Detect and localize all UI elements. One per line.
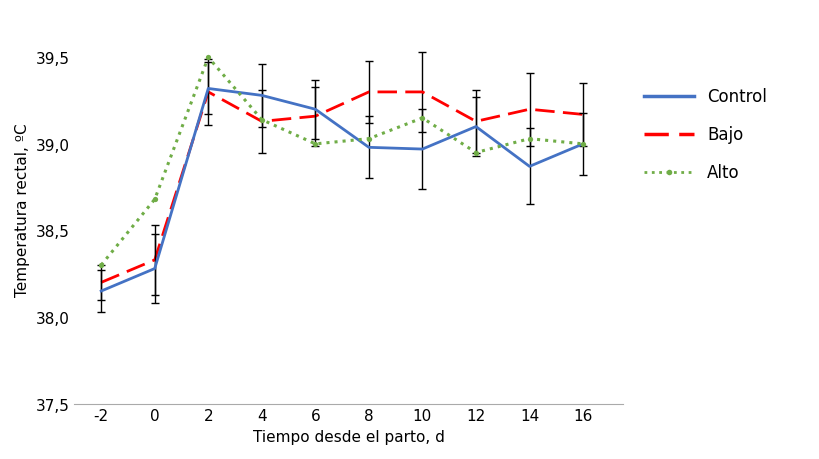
Alto [417, 116, 427, 121]
Alto [364, 137, 373, 142]
Alto [256, 118, 266, 123]
Alto [310, 142, 320, 147]
Alto [577, 142, 587, 147]
Alto [470, 151, 480, 156]
Legend: Control, Bajo, Alto: Control, Bajo, Alto [636, 82, 772, 189]
Alto [96, 263, 106, 268]
Alto [203, 56, 213, 61]
Alto [150, 197, 160, 202]
Alto [524, 137, 534, 142]
Y-axis label: Temperatura rectal, ºC: Temperatura rectal, ºC [15, 123, 30, 296]
Line: Alto: Alto [98, 56, 585, 268]
X-axis label: Tiempo desde el parto, d: Tiempo desde el parto, d [252, 429, 444, 444]
